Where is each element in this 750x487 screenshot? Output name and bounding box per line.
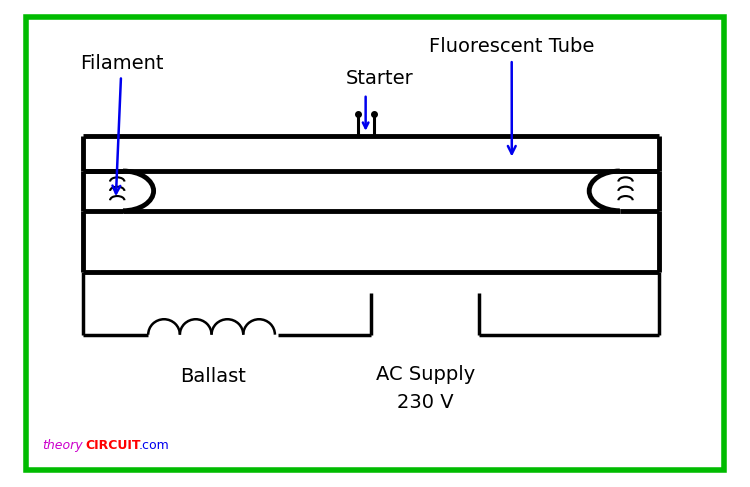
- Text: theory: theory: [42, 439, 83, 451]
- Text: CIRCUIT: CIRCUIT: [86, 439, 141, 451]
- Text: Fluorescent Tube: Fluorescent Tube: [429, 37, 594, 154]
- Text: 230 V: 230 V: [397, 393, 454, 412]
- Text: Filament: Filament: [80, 54, 164, 193]
- Text: AC Supply: AC Supply: [376, 365, 475, 384]
- Text: Ballast: Ballast: [180, 367, 246, 386]
- Text: Starter: Starter: [346, 69, 414, 88]
- Text: .com: .com: [139, 439, 170, 451]
